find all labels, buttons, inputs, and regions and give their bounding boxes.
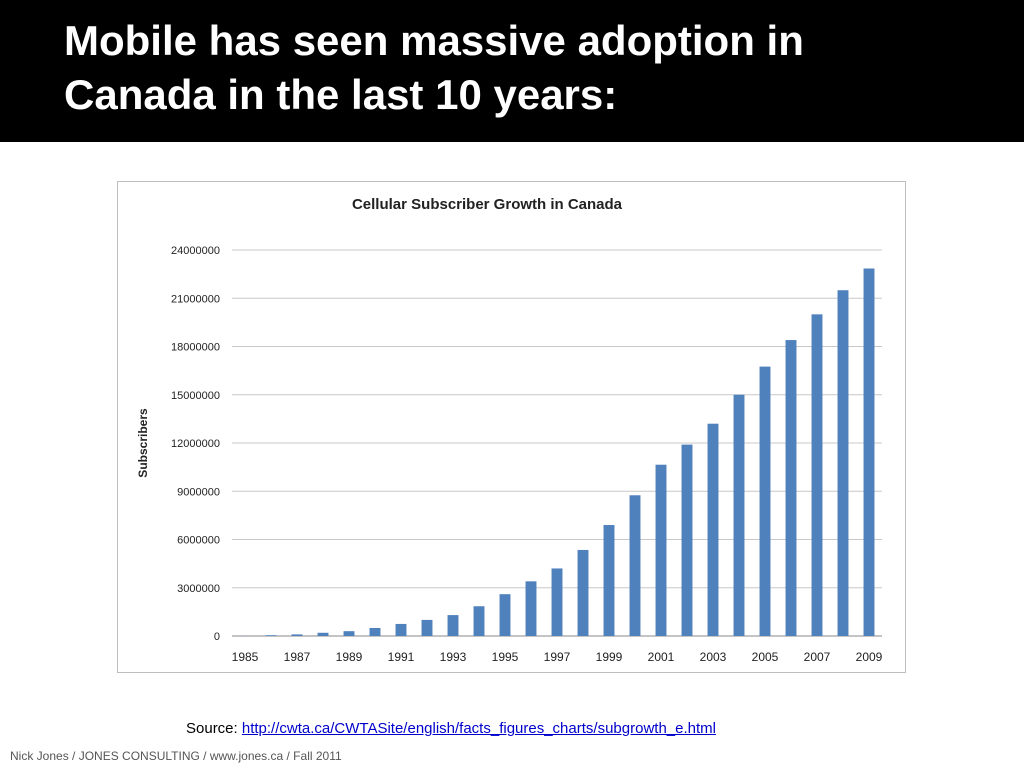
y-tick-label: 18000000	[171, 342, 220, 354]
bar-1993	[447, 615, 459, 636]
bar-2008	[837, 290, 849, 636]
y-tick-label: 3000000	[177, 583, 220, 595]
bar-1995	[499, 594, 511, 636]
x-tick-label: 2007	[804, 650, 831, 664]
bar-1988	[317, 632, 329, 636]
bar-2004	[733, 394, 745, 636]
bar-1994	[473, 606, 485, 636]
chart-frame: Cellular Subscriber Growth in Canada 0 300…	[117, 181, 906, 673]
source-link[interactable]: http://cwta.ca/CWTASite/english/facts_fi…	[241, 720, 716, 737]
slide-title: Mobile has seen massive adoption in Cana…	[64, 14, 964, 122]
bar-2000	[629, 495, 641, 636]
slide-title-line-2: Canada in the last 10 years:	[64, 71, 618, 118]
bar-2002	[681, 444, 693, 636]
title-bar: Mobile has seen massive adoption in Cana…	[0, 0, 1024, 142]
x-tick-label: 2001	[648, 650, 675, 664]
x-tick-label: 1997	[544, 650, 571, 664]
bar-2007	[811, 314, 823, 636]
x-tick-label: 2003	[700, 650, 727, 664]
x-tick-label: 2005	[752, 650, 779, 664]
x-tick-label: 1991	[388, 650, 415, 664]
x-tick-label: 1987	[284, 650, 311, 664]
bar-1997	[551, 568, 563, 636]
source-line: Source: http://cwta.ca/CWTASite/english/…	[186, 720, 716, 737]
x-tick-label: 1989	[336, 650, 363, 664]
bar-1989	[343, 631, 355, 636]
bar-2006	[785, 340, 797, 636]
chart-title: Cellular Subscriber Growth in Canada	[352, 196, 623, 213]
bar-2003	[707, 423, 719, 636]
bar-1996	[525, 581, 537, 636]
y-tick-label: 24000000	[171, 245, 220, 257]
y-tick-label: 21000000	[171, 293, 220, 305]
y-tick-label: 12000000	[171, 438, 220, 450]
x-tick-label: 1995	[492, 650, 519, 664]
x-tick-label: 1993	[440, 650, 467, 664]
footer-credit: Nick Jones / JONES CONSULTING / www.jone…	[10, 749, 342, 763]
bar-1992	[421, 619, 433, 636]
bar-2009	[863, 268, 875, 636]
y-tick-label: 9000000	[177, 486, 220, 498]
bar-1999	[603, 525, 615, 636]
slide-title-line-1: Mobile has seen massive adoption in	[64, 17, 804, 64]
bar-2001	[655, 464, 667, 636]
bar-1986	[265, 635, 277, 636]
bar-1998	[577, 549, 589, 636]
y-tick-label: 6000000	[177, 535, 220, 547]
bar-1991	[395, 623, 407, 636]
y-axis-label: Subscribers	[136, 408, 150, 478]
y-tick-label: 15000000	[171, 390, 220, 402]
x-tick-label: 1999	[596, 650, 623, 664]
x-tick-label: 1985	[232, 650, 259, 664]
bar-chart: Cellular Subscriber Growth in Canada 0 300…	[136, 196, 883, 664]
y-tick-label: 0	[214, 631, 220, 643]
bar-2005	[759, 366, 771, 636]
bar-1990	[369, 627, 381, 636]
x-tick-label: 2009	[856, 650, 883, 664]
source-label: Source:	[186, 720, 238, 737]
bar-1987	[291, 634, 303, 636]
